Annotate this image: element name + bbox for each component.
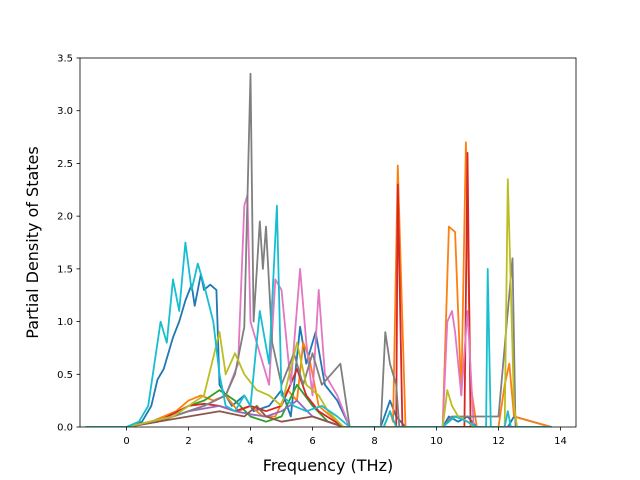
x-axis-label: Frequency (THz) <box>263 456 393 475</box>
y-tick-label: 3.5 <box>57 54 73 65</box>
series-layer <box>85 72 553 427</box>
x-tick-label: 14 <box>554 436 567 447</box>
y-tick-label: 0.5 <box>57 370 73 381</box>
series-line-10 <box>85 204 553 427</box>
x-tick-label: 12 <box>492 436 505 447</box>
plot-frame <box>79 57 577 428</box>
y-tick-label: 3.0 <box>57 106 73 117</box>
y-tick-label: 0.0 <box>57 423 73 434</box>
x-tick-label: 6 <box>309 436 315 447</box>
y-tick-label: 1.5 <box>57 264 73 275</box>
x-axis-ticks: 0 2 4 6 8 10 12 14 <box>123 427 567 447</box>
series-line-7 <box>85 194 553 427</box>
x-tick-label: 2 <box>185 436 191 447</box>
x-tick-label: 0 <box>123 436 129 447</box>
x-tick-label: 4 <box>247 436 253 447</box>
y-axis-ticks: 0.0 0.5 1.0 1.5 2.0 2.5 3.0 3.5 <box>57 54 80 434</box>
series-line-6 <box>85 404 553 427</box>
y-tick-label: 2.0 <box>57 212 73 223</box>
x-tick-label: 8 <box>371 436 377 447</box>
y-axis-label: Partial Density of States <box>23 146 42 338</box>
y-tick-label: 2.5 <box>57 159 73 170</box>
series-line-1 <box>85 273 553 427</box>
series-line-4 <box>85 151 553 427</box>
series-line-9 <box>85 178 553 427</box>
x-tick-label: 10 <box>430 436 443 447</box>
y-tick-label: 1.0 <box>57 317 73 328</box>
